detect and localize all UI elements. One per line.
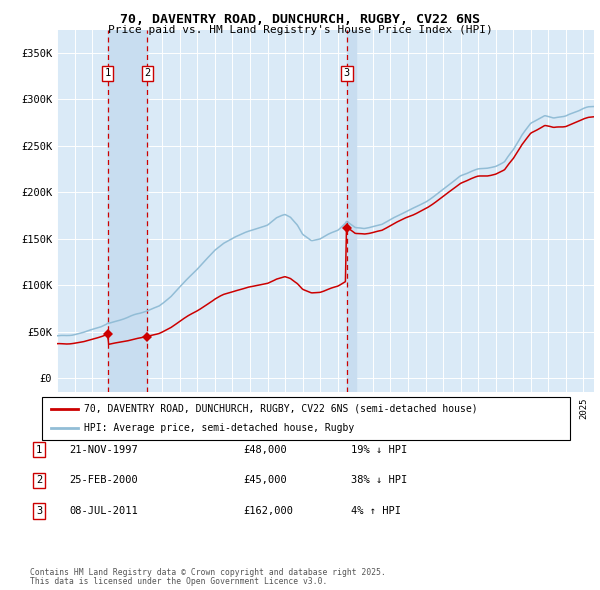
Text: 4% ↑ HPI: 4% ↑ HPI — [351, 506, 401, 516]
Text: Price paid vs. HM Land Registry's House Price Index (HPI): Price paid vs. HM Land Registry's House … — [107, 25, 493, 35]
Text: 25-FEB-2000: 25-FEB-2000 — [69, 476, 138, 485]
Text: 3: 3 — [344, 68, 350, 78]
Text: 2: 2 — [36, 476, 42, 485]
Text: 70, DAVENTRY ROAD, DUNCHURCH, RUGBY, CV22 6NS: 70, DAVENTRY ROAD, DUNCHURCH, RUGBY, CV2… — [120, 13, 480, 26]
Text: 19% ↓ HPI: 19% ↓ HPI — [351, 445, 407, 454]
Text: 38% ↓ HPI: 38% ↓ HPI — [351, 476, 407, 485]
Bar — [347, 30, 356, 392]
Text: 1: 1 — [36, 445, 42, 454]
Text: £45,000: £45,000 — [243, 476, 287, 485]
Text: Contains HM Land Registry data © Crown copyright and database right 2025.: Contains HM Land Registry data © Crown c… — [30, 568, 386, 576]
Text: 3: 3 — [36, 506, 42, 516]
Text: 08-JUL-2011: 08-JUL-2011 — [69, 506, 138, 516]
Text: £162,000: £162,000 — [243, 506, 293, 516]
Text: £48,000: £48,000 — [243, 445, 287, 454]
Text: HPI: Average price, semi-detached house, Rugby: HPI: Average price, semi-detached house,… — [84, 422, 354, 432]
Text: 2: 2 — [144, 68, 151, 78]
Text: 21-NOV-1997: 21-NOV-1997 — [69, 445, 138, 454]
Text: This data is licensed under the Open Government Licence v3.0.: This data is licensed under the Open Gov… — [30, 577, 328, 586]
Bar — [108, 30, 148, 392]
Text: 1: 1 — [104, 68, 111, 78]
Text: 70, DAVENTRY ROAD, DUNCHURCH, RUGBY, CV22 6NS (semi-detached house): 70, DAVENTRY ROAD, DUNCHURCH, RUGBY, CV2… — [84, 404, 478, 414]
